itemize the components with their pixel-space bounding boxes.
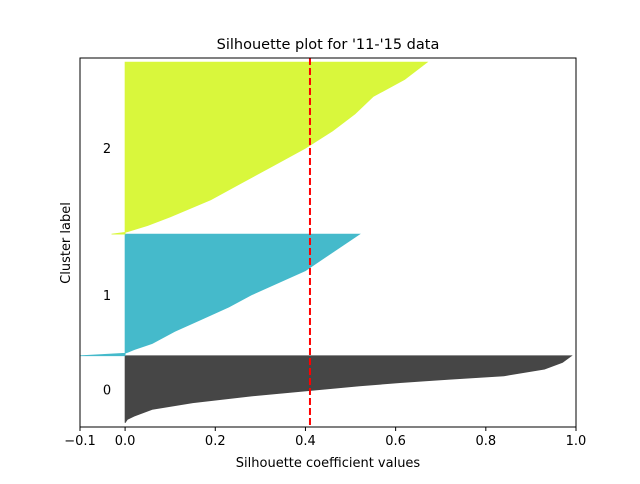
- cluster-1-area: [80, 233, 361, 357]
- x-tick-label: 1.0: [566, 434, 587, 449]
- cluster-0-label: 0: [103, 383, 111, 398]
- x-tick-label: 0.2: [205, 434, 226, 449]
- x-tick-label: −0.1: [64, 434, 96, 449]
- plot-frame: [79, 57, 577, 428]
- axes: −0.1 0.0 0.2 0.4 0.6 0.8 1.0: [64, 57, 587, 449]
- x-tick-label: 0.8: [475, 434, 496, 449]
- cluster-0-area: [124, 355, 573, 424]
- x-tick-label: 0.6: [385, 434, 406, 449]
- cluster-areas: [80, 61, 573, 424]
- cluster-2-label: 2: [103, 142, 111, 157]
- cluster-1-label: 1: [103, 289, 111, 304]
- chart-title: Silhouette plot for '11-'15 data: [217, 37, 440, 53]
- x-tick-label: 0.0: [115, 434, 136, 449]
- y-axis-label: Cluster label: [59, 202, 74, 284]
- x-tick-label: 0.4: [295, 434, 316, 449]
- cluster-2-area: [111, 61, 429, 235]
- plot-area: 0 1 2: [80, 58, 573, 427]
- x-axis-label: Silhouette coefficient values: [236, 456, 421, 471]
